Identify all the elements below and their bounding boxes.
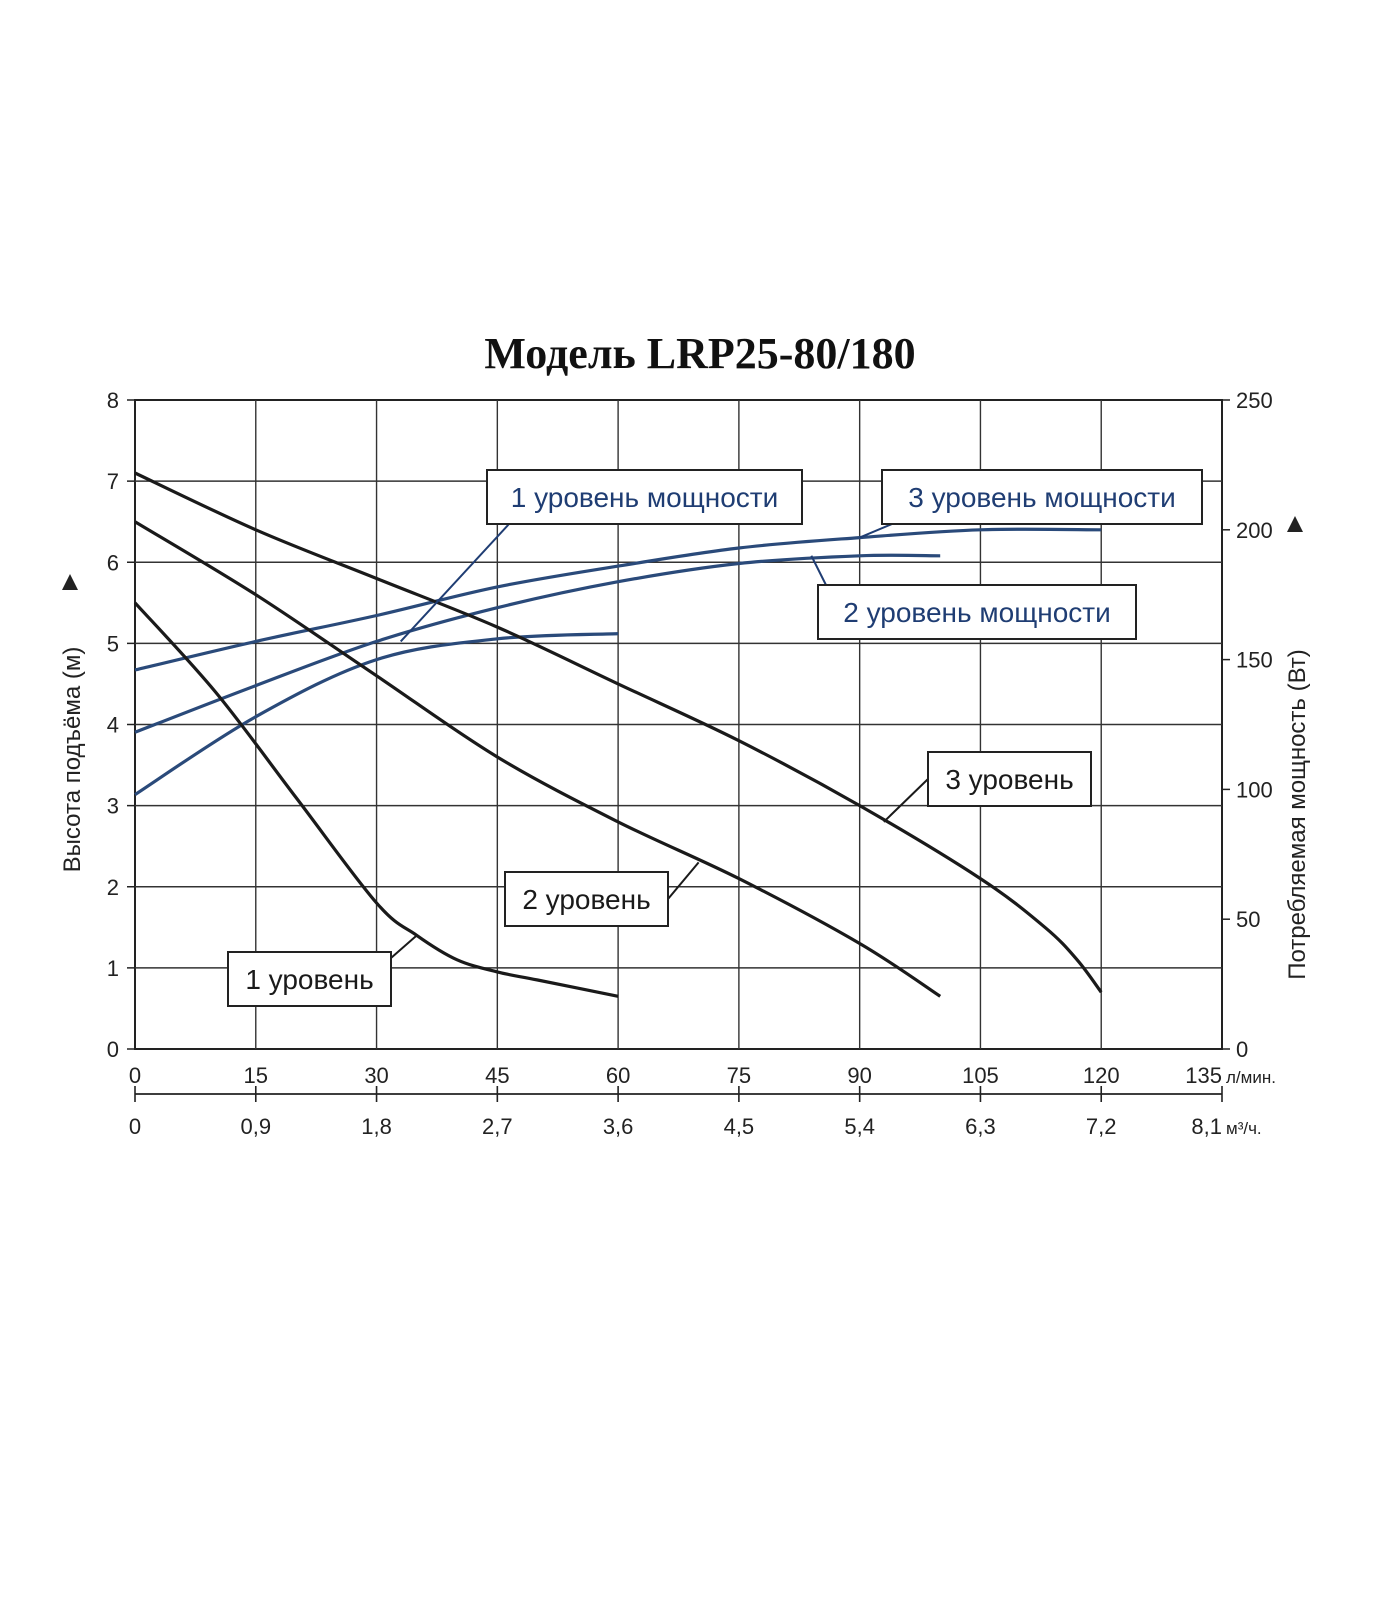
y-left-tick-label: 6 [107,550,119,575]
x-tick-label: 30 [364,1063,388,1088]
x-secondary-tick-label: 4,5 [724,1114,755,1139]
x-secondary-tick-label: 2,7 [482,1114,513,1139]
callout-box [927,751,1092,807]
x-secondary-tick-label: 8,1 [1191,1114,1222,1139]
power-curve-level-1 [134,632,619,796]
head-curve-level-1 [133,601,619,998]
callout-label: 1 уровень мощности [511,482,779,513]
head-curve-level-3 [134,471,1103,994]
x-tick-label: 90 [847,1063,871,1088]
y-right-axis-title: Потребляемая мощность (Вт) [1284,649,1311,980]
x-unit-label: л/мин. [1226,1068,1276,1087]
x-secondary-tick-label: 0,9 [240,1114,271,1139]
x-secondary-tick-label: 7,2 [1086,1114,1117,1139]
callout-leader [667,861,700,900]
x-tick-label: 45 [485,1063,509,1088]
y-right-tick-label: 150 [1236,648,1273,673]
y-axis-right: 0 50 100 150 200 250 Потребляемая мощность (Вт… [1222,388,1311,1062]
y-left-tick-label: 2 [107,875,119,900]
callout-leader [390,934,418,959]
callout-box [817,584,1137,640]
x-secondary-tick-label: 5,4 [844,1114,875,1139]
callout-box [486,469,803,525]
x-tick-label: 135 [1185,1063,1222,1088]
callout-box [504,871,669,927]
callout-label: 1 уровень [245,964,373,995]
callouts-group: 1 уровень мощности 3 уровень мощности 2 ур… [227,469,1203,1007]
power-curve-level-3 [134,527,1102,672]
callout-box [227,951,392,1007]
x-axis: 0 15 30 45 60 75 90 105 120 135 л/мин. 0 0,9 1,8 2,7 3,… [129,1063,1276,1139]
callout-label: 3 уровень мощности [908,482,1176,513]
callout-label: 2 уровень мощности [843,597,1111,628]
y-left-tick-label: 5 [107,631,119,656]
y-axis-left: 0 1 2 3 4 5 6 7 8 Высота подъёма (м) [59,388,135,1062]
callout-leader [859,523,893,539]
x-tick-label: 60 [606,1063,630,1088]
chart-title: Модель LRP25-80/180 [484,329,916,378]
y-left-tick-label: 0 [107,1037,119,1062]
x-secondary-unit-label: м³/ч. [1226,1119,1262,1138]
y-right-tick-label: 250 [1236,388,1273,413]
x-secondary-tick-label: 1,8 [361,1114,392,1139]
x-tick-label: 0 [129,1063,141,1088]
y-left-tick-label: 7 [107,469,119,494]
callout-leader [883,778,929,823]
x-tick-label: 15 [244,1063,268,1088]
x-secondary-tick-label: 3,6 [603,1114,634,1139]
y-right-tick-label: 0 [1236,1037,1248,1062]
y-left-tick-label: 4 [107,713,119,738]
y-right-tick-label: 100 [1236,777,1273,802]
callout-leader [810,555,827,586]
y-left-axis-title: Высота подъёма (м) [59,647,86,873]
x-tick-label: 105 [962,1063,999,1088]
y-left-tick-label: 8 [107,388,119,413]
x-tick-label: 75 [727,1063,751,1088]
x-secondary-tick-label: 6,3 [965,1114,996,1139]
x-tick-label: 120 [1083,1063,1120,1088]
y-left-tick-label: 3 [107,794,119,819]
series-group [133,471,1103,998]
y-left-arrow-icon [62,574,78,590]
y-right-tick-label: 200 [1236,518,1273,543]
y-right-tick-label: 50 [1236,907,1260,932]
head-curve-level-2 [134,520,942,998]
callout-label: 3 уровень [945,764,1073,795]
callout-leader [399,523,510,643]
x-secondary-tick-label: 0 [129,1114,141,1139]
y-right-arrow-icon [1287,516,1303,532]
callout-box [881,469,1203,525]
power-curve-level-2 [134,553,941,734]
y-left-tick-label: 1 [107,956,119,981]
callout-label: 2 уровень [522,884,650,915]
